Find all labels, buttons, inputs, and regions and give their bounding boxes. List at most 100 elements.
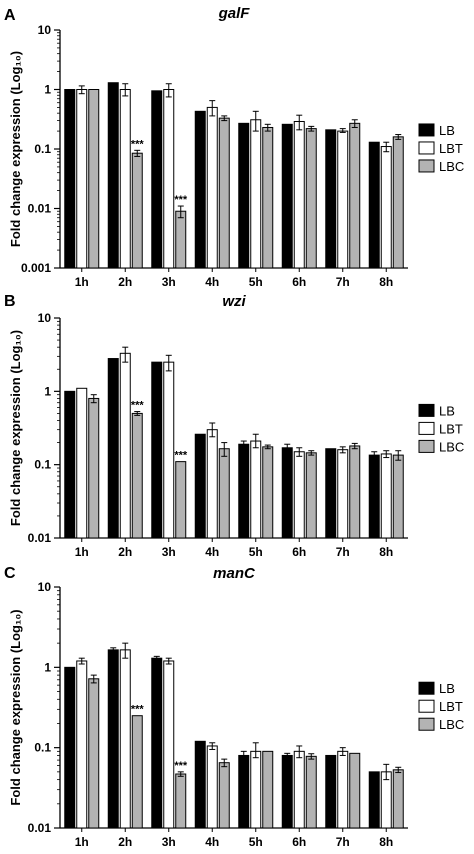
- bar: [64, 390, 76, 539]
- y-tick-label: 0.01: [28, 531, 52, 545]
- bar: [151, 361, 163, 539]
- bar: [107, 82, 119, 269]
- panel-letter: B: [4, 293, 16, 310]
- bar: [238, 122, 250, 269]
- y-tick-label: 0.01: [28, 821, 52, 835]
- bar: [349, 445, 361, 539]
- legend-swatch: [418, 421, 435, 435]
- chart-title: manC: [213, 565, 256, 582]
- bar: [163, 660, 175, 829]
- y-tick-label: 1: [44, 384, 51, 398]
- panel-letter: C: [4, 565, 16, 582]
- bar: [88, 89, 100, 269]
- legend-swatch: [418, 717, 435, 731]
- bar: [337, 449, 349, 539]
- x-tick-label: 6h: [292, 835, 306, 849]
- x-tick-label: 5h: [249, 275, 263, 289]
- bar: [151, 90, 163, 269]
- legend-label: LBC: [439, 717, 464, 732]
- x-tick-label: 4h: [205, 835, 219, 849]
- bar: [238, 754, 250, 829]
- bar: [194, 433, 206, 539]
- bar: [380, 771, 392, 829]
- bar: [349, 122, 361, 269]
- bar: [305, 452, 317, 539]
- bar: [76, 387, 88, 539]
- x-tick-label: 4h: [205, 545, 219, 559]
- y-tick-label: 1: [44, 660, 51, 674]
- significance-label: ***: [131, 704, 145, 716]
- x-tick-label: 1h: [75, 545, 89, 559]
- x-tick-label: 7h: [336, 275, 350, 289]
- x-tick-label: 6h: [292, 545, 306, 559]
- bar: [218, 117, 230, 269]
- legend-swatch: [418, 439, 435, 453]
- bar: [131, 715, 143, 829]
- bar: [293, 750, 305, 829]
- bar: [64, 666, 76, 829]
- bar: [218, 448, 230, 539]
- bar: [293, 120, 305, 269]
- x-tick-label: 2h: [118, 545, 132, 559]
- legend-swatch: [418, 141, 435, 155]
- bar: [392, 769, 404, 829]
- bar: [76, 89, 88, 269]
- bar: [194, 110, 206, 269]
- bar: [119, 352, 131, 539]
- bar: [64, 89, 76, 269]
- bar: [281, 123, 293, 269]
- bar: [88, 397, 100, 539]
- bar: [76, 660, 88, 829]
- bar: [238, 443, 250, 539]
- significance-label: ***: [174, 194, 188, 206]
- bar: [175, 210, 187, 269]
- x-tick-label: 5h: [249, 545, 263, 559]
- y-axis-label: Fold change expression (Log₁₀): [8, 51, 23, 247]
- x-tick-label: 8h: [379, 275, 393, 289]
- y-axis-label: Fold change expression (Log₁₀): [8, 609, 23, 805]
- bar: [175, 773, 187, 829]
- y-tick-label: 10: [38, 23, 52, 37]
- bar: [151, 657, 163, 829]
- bar: [349, 752, 361, 829]
- bar: [368, 141, 380, 269]
- bar: [206, 429, 218, 539]
- bar: [163, 361, 175, 539]
- x-tick-label: 1h: [75, 275, 89, 289]
- bar: [380, 453, 392, 539]
- legend-label: LB: [439, 403, 455, 418]
- bar: [131, 152, 143, 269]
- bar: [250, 440, 262, 539]
- chart-title: galF: [218, 5, 251, 22]
- bar: [392, 454, 404, 539]
- bar: [206, 745, 218, 829]
- bar: [325, 129, 337, 269]
- bar: [206, 106, 218, 269]
- bar: [325, 754, 337, 829]
- bar: [325, 448, 337, 539]
- x-tick-label: 2h: [118, 275, 132, 289]
- legend-label: LBT: [439, 421, 463, 436]
- bar: [368, 454, 380, 539]
- y-tick-label: 10: [38, 311, 52, 325]
- x-tick-label: 3h: [162, 545, 176, 559]
- bar: [88, 678, 100, 829]
- legend-swatch: [418, 123, 435, 137]
- x-tick-label: 2h: [118, 835, 132, 849]
- y-tick-label: 10: [38, 580, 52, 594]
- y-tick-label: 0.1: [34, 741, 51, 755]
- bar: [250, 750, 262, 829]
- x-tick-label: 4h: [205, 275, 219, 289]
- legend-label: LB: [439, 681, 455, 696]
- bar: [392, 136, 404, 269]
- x-tick-label: 3h: [162, 275, 176, 289]
- bar: [194, 740, 206, 829]
- bar: [262, 446, 274, 539]
- bar: [119, 649, 131, 829]
- bar: [281, 447, 293, 539]
- bar: [107, 649, 119, 829]
